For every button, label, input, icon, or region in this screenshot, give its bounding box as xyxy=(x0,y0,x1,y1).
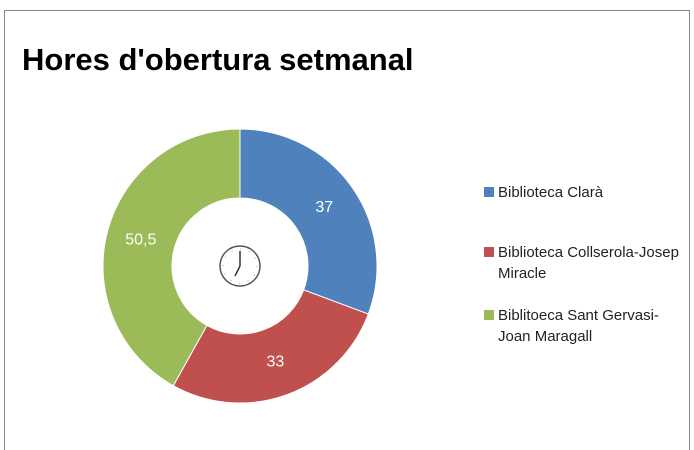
legend-label: Biblioteca Collserola-Josep Miracle xyxy=(498,244,679,282)
legend-label: Biblioteca Clarà xyxy=(498,184,604,201)
data-label: 37 xyxy=(315,199,333,216)
legend-label: Biblitoeca Sant Gervasi-Joan Maragall xyxy=(498,307,659,345)
frame-border xyxy=(4,10,690,450)
donut-slice xyxy=(102,128,241,387)
legend-item: Biblioteca Collserola-Josep Miracle xyxy=(484,242,684,284)
data-label: 33 xyxy=(266,353,284,370)
legend-swatch xyxy=(484,187,494,197)
legend-item: Biblioteca Clarà xyxy=(484,182,684,203)
legend-swatch xyxy=(484,247,494,257)
data-label: 50,5 xyxy=(125,231,156,248)
donut-slice xyxy=(172,289,369,404)
donut-slice xyxy=(239,128,378,315)
donut: 37 33 50,5 xyxy=(102,128,378,404)
legend-swatch xyxy=(484,310,494,320)
chart-title: Hores d'obertura setmanal xyxy=(22,42,414,77)
legend-item: Biblitoeca Sant Gervasi-Joan Maragall xyxy=(484,305,684,347)
clock-icon xyxy=(219,245,261,287)
